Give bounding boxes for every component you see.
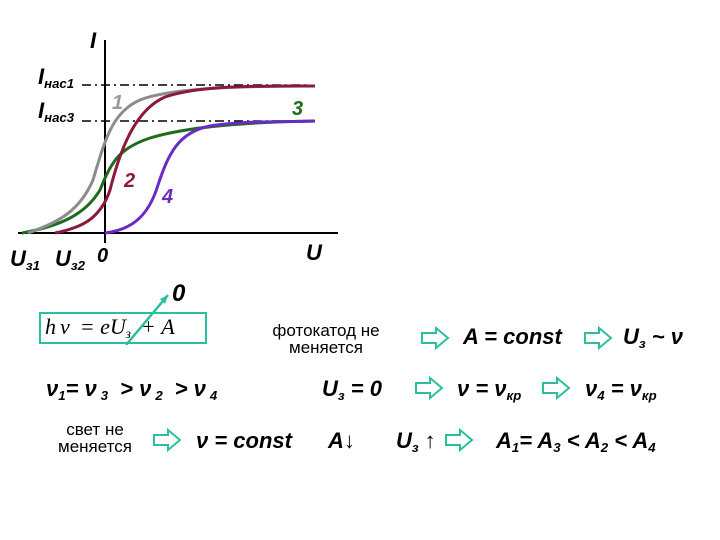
formula-decoration (39, 294, 207, 345)
curve-4 (104, 119, 316, 235)
nu4-critical-text: ν4 = νкр (585, 376, 657, 403)
arrow-right-icon (421, 326, 450, 350)
note-photocathode: фотокатод не меняется (272, 321, 380, 357)
u-stop2-label: Uз2 (55, 246, 85, 273)
curve-2 (54, 84, 316, 235)
u-up-text: Uз ↑ (396, 428, 436, 455)
u-stop1-label: Uз1 (10, 246, 40, 273)
arrow-right-icon (445, 428, 474, 452)
arrow-right-icon (153, 428, 182, 452)
formula-zero: 0 (172, 280, 186, 307)
a-const-text: A = const (463, 324, 562, 349)
axis-u-label: U (306, 240, 322, 265)
a-down-text: A↓ (328, 428, 355, 453)
origin-label: 0 (97, 245, 109, 267)
strike-arrow (125, 294, 169, 345)
arrow-right-icon (542, 376, 571, 400)
axis-i-label: I (90, 28, 97, 53)
u-zero-text: Uз = 0 (322, 376, 382, 403)
nu-critical-text: ν = νкр (457, 376, 522, 403)
curve-4-label: 4 (162, 186, 174, 208)
work-function-order-text: A1= A3 < A2 < A4 (496, 428, 656, 455)
curve-1-label: 1 (112, 92, 124, 114)
formula-einstein: h ν = eUз + A (45, 314, 175, 341)
curve-3-label: 3 (292, 98, 304, 120)
arrow-right-icon (415, 376, 444, 400)
note-light: свет не меняется (58, 420, 132, 456)
u-prop-nu-text: Uз ~ ν (623, 324, 683, 351)
arrow-right-icon (584, 326, 613, 350)
curve-2-label: 2 (124, 170, 136, 192)
i-sat3-label: Iнас3 (38, 98, 75, 125)
nu-const-text: ν = const (196, 428, 292, 453)
photoeffect-graph (18, 40, 338, 243)
i-sat1-label: Iнас1 (38, 64, 75, 91)
